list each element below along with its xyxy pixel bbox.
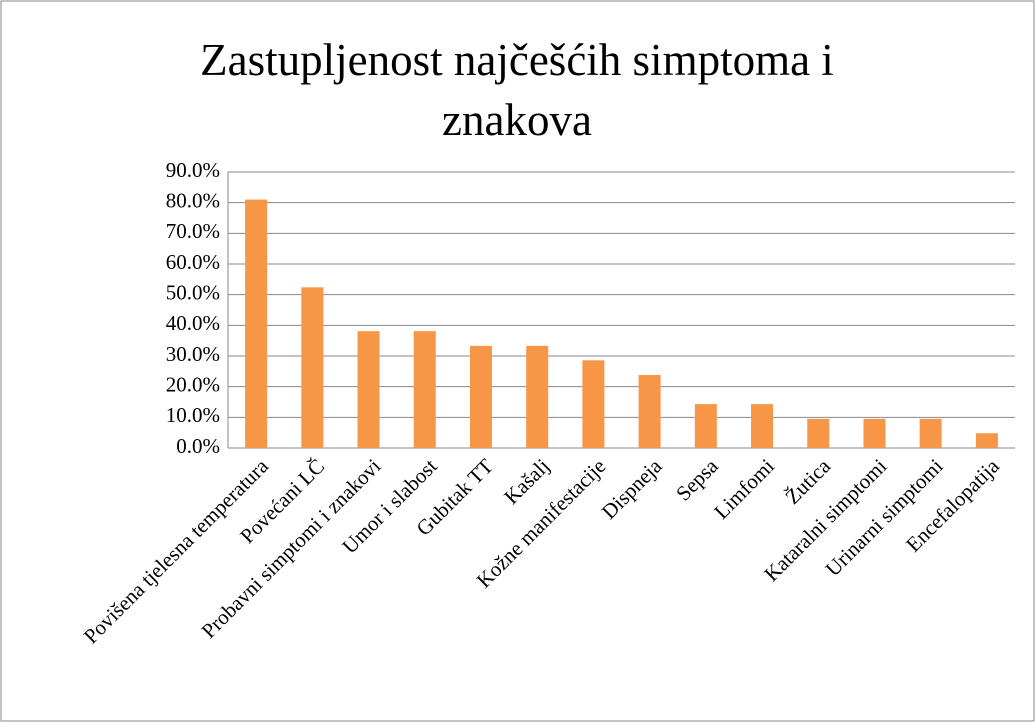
bar — [807, 418, 830, 448]
y-tick-label: 50.0% — [166, 280, 220, 304]
bar — [638, 375, 661, 448]
bar — [413, 331, 436, 448]
bar — [919, 418, 942, 448]
bar — [526, 345, 549, 448]
chart-title: Zastupljenost najčešćih simptoma i znako… — [200, 35, 834, 145]
bar — [357, 331, 380, 448]
bar — [582, 360, 605, 448]
y-tick-label: 80.0% — [166, 188, 220, 212]
bar — [863, 418, 886, 448]
y-tick-label: 90.0% — [166, 158, 220, 182]
y-tick-label: 60.0% — [166, 250, 220, 274]
y-tick-label: 30.0% — [166, 342, 220, 366]
bar — [751, 404, 774, 448]
bar — [245, 199, 268, 448]
y-tick-label: 70.0% — [166, 219, 220, 243]
y-tick-label: 0.0% — [176, 434, 220, 458]
bar — [975, 433, 998, 448]
bar — [469, 345, 492, 448]
y-tick-label: 40.0% — [166, 311, 220, 335]
y-tick-label: 20.0% — [166, 372, 220, 396]
y-tick-label: 10.0% — [166, 403, 220, 427]
bar — [694, 404, 717, 448]
bar — [301, 287, 324, 448]
